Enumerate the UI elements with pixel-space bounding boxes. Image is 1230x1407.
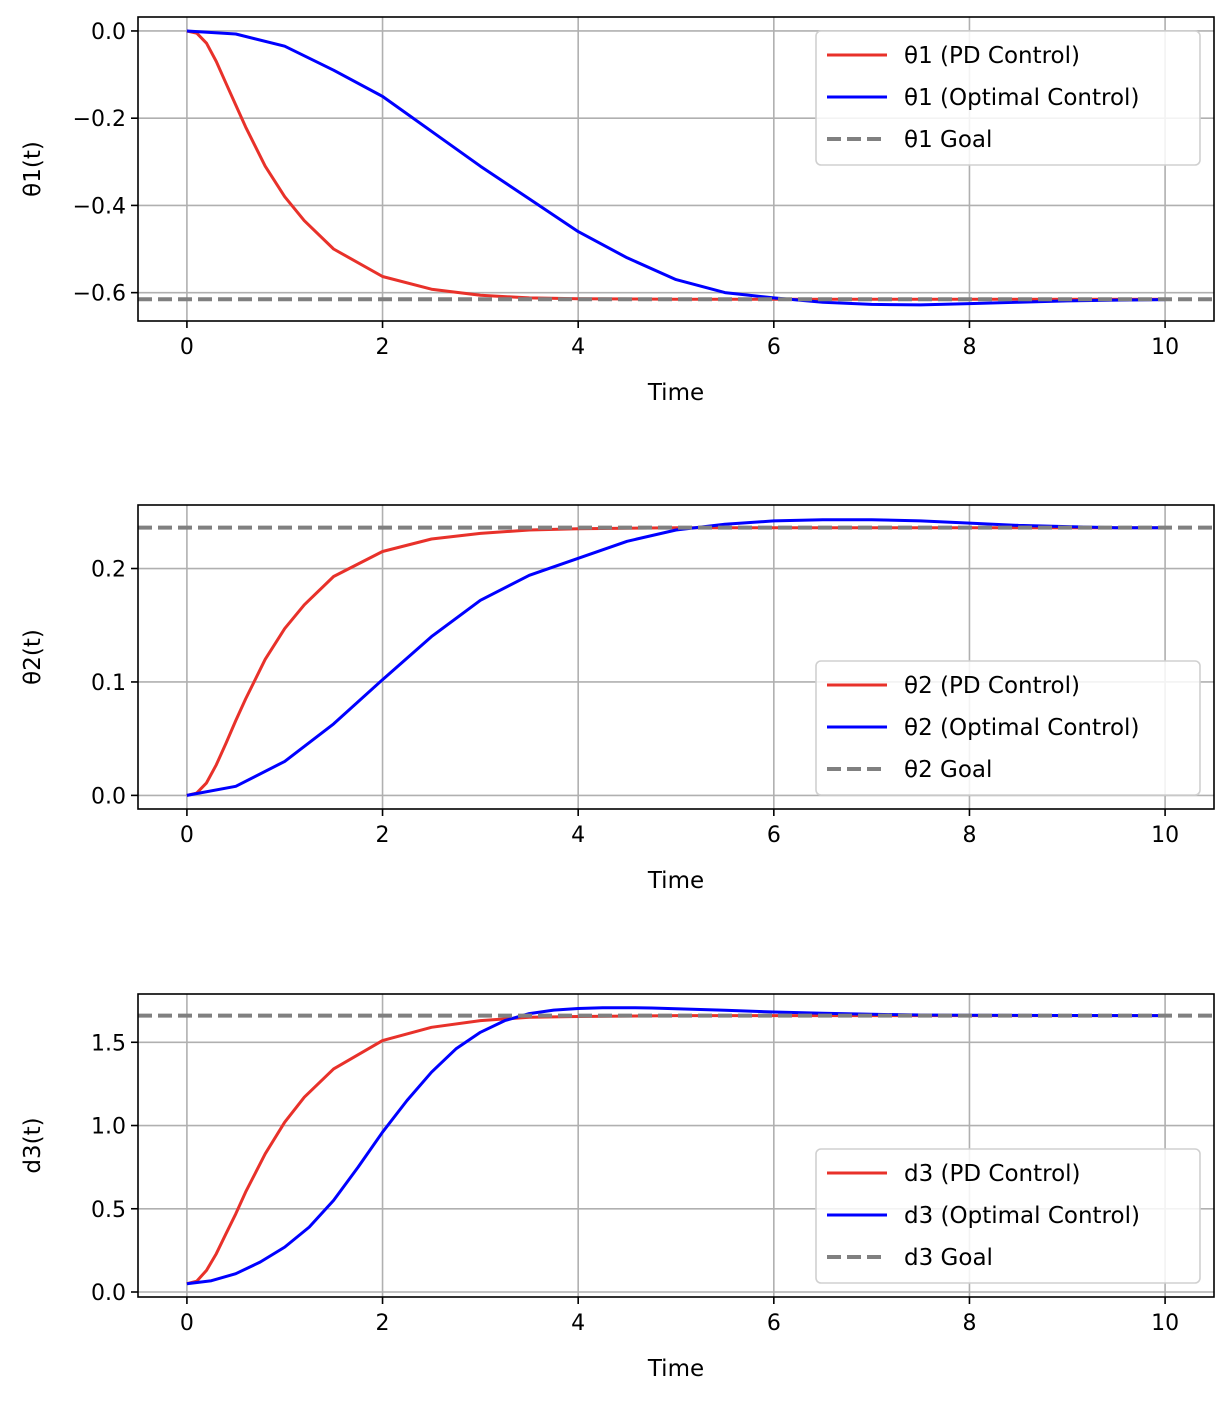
x-tick-label: 0 [180, 335, 194, 360]
legend-label: θ2 Goal [904, 757, 992, 783]
y-tick-label: 0.0 [91, 784, 126, 809]
legend: θ1 (PD Control) θ1 (Optimal Control) θ1 Go… [815, 30, 1201, 166]
y-axis-label: θ2(t) [20, 629, 46, 685]
x-tick-label: 10 [1151, 823, 1179, 848]
x-tick-label: 8 [962, 1311, 976, 1336]
x-axis-label: Time [647, 380, 704, 406]
legend-label: d3 (PD Control) [904, 1161, 1081, 1187]
y-tick-label: −0.4 [73, 194, 126, 219]
legend-label: θ1 (Optimal Control) [904, 85, 1139, 111]
y-axis-label: d3(t) [20, 1117, 46, 1173]
x-tick-label: 2 [376, 823, 390, 848]
optimal-control-line [186, 1006, 1166, 1286]
x-axis-label: Time [647, 868, 704, 894]
x-tick-label: 8 [962, 823, 976, 848]
x-tick-label: 0 [180, 1311, 194, 1336]
legend-label: d3 (Optimal Control) [904, 1203, 1140, 1229]
axes-frame [137, 993, 1215, 1298]
x-tick-label: 10 [1151, 335, 1179, 360]
legend-box [815, 30, 1201, 166]
legend: θ2 (PD Control) θ2 (Optimal Control) θ2 Go… [815, 660, 1201, 796]
y-axis-label: θ1(t) [20, 141, 46, 197]
y-tick-label: 0.2 [91, 558, 126, 583]
axes-frame [137, 504, 1215, 810]
y-tick-label: 0.5 [91, 1198, 126, 1223]
legend: d3 (PD Control) d3 (Optimal Control) d3 Go… [815, 1148, 1201, 1284]
legend-label: θ1 (PD Control) [904, 43, 1080, 69]
legend-box [815, 1148, 1201, 1284]
x-tick-label: 2 [376, 335, 390, 360]
y-tick-label: −0.2 [73, 107, 126, 132]
series-group [138, 1006, 1214, 1286]
x-tick-label: 6 [767, 823, 781, 848]
x-tick-label: 6 [767, 335, 781, 360]
y-tick-label: 0.0 [91, 1281, 126, 1306]
series-group [138, 29, 1214, 307]
x-tick-label: 10 [1151, 1311, 1179, 1336]
x-tick-label: 4 [571, 823, 585, 848]
y-tick-label: 0.0 [91, 20, 126, 45]
axes-frame [137, 16, 1215, 322]
x-tick-label: 4 [571, 1311, 585, 1336]
legend-label: θ1 Goal [904, 127, 992, 153]
legend-label: θ2 (Optimal Control) [904, 715, 1139, 741]
x-tick-label: 6 [767, 1311, 781, 1336]
y-tick-label: 0.1 [91, 671, 126, 696]
optimal-control-line [186, 518, 1166, 797]
x-tick-label: 4 [571, 335, 585, 360]
optimal-control-line [186, 29, 1166, 307]
series-group [138, 518, 1214, 797]
plot-panel-3: 0 2 4 6 8 10 0.0 0.5 1.0 1.5 Time d3(t) d3 (PD Contr… [20, 993, 1215, 1382]
legend-label: d3 Goal [904, 1245, 993, 1271]
x-tick-label: 0 [180, 823, 194, 848]
y-tick-label: −0.6 [73, 282, 126, 307]
x-tick-label: 8 [962, 335, 976, 360]
plot-panel-1: 0 2 4 6 8 10 0.0 −0.2 −0.4 −0.6 Time θ1(t) θ1 (PD Co… [20, 16, 1215, 406]
x-axis-label: Time [647, 1356, 704, 1382]
legend-label: θ2 (PD Control) [904, 673, 1080, 699]
legend-box [815, 660, 1201, 796]
plot-panel-2: 0 2 4 6 8 10 0.0 0.1 0.2 Time θ2(t) θ2 (PD Control)… [20, 504, 1215, 894]
x-tick-label: 2 [376, 1311, 390, 1336]
y-tick-label: 1.5 [91, 1031, 126, 1056]
y-tick-label: 1.0 [91, 1115, 126, 1140]
